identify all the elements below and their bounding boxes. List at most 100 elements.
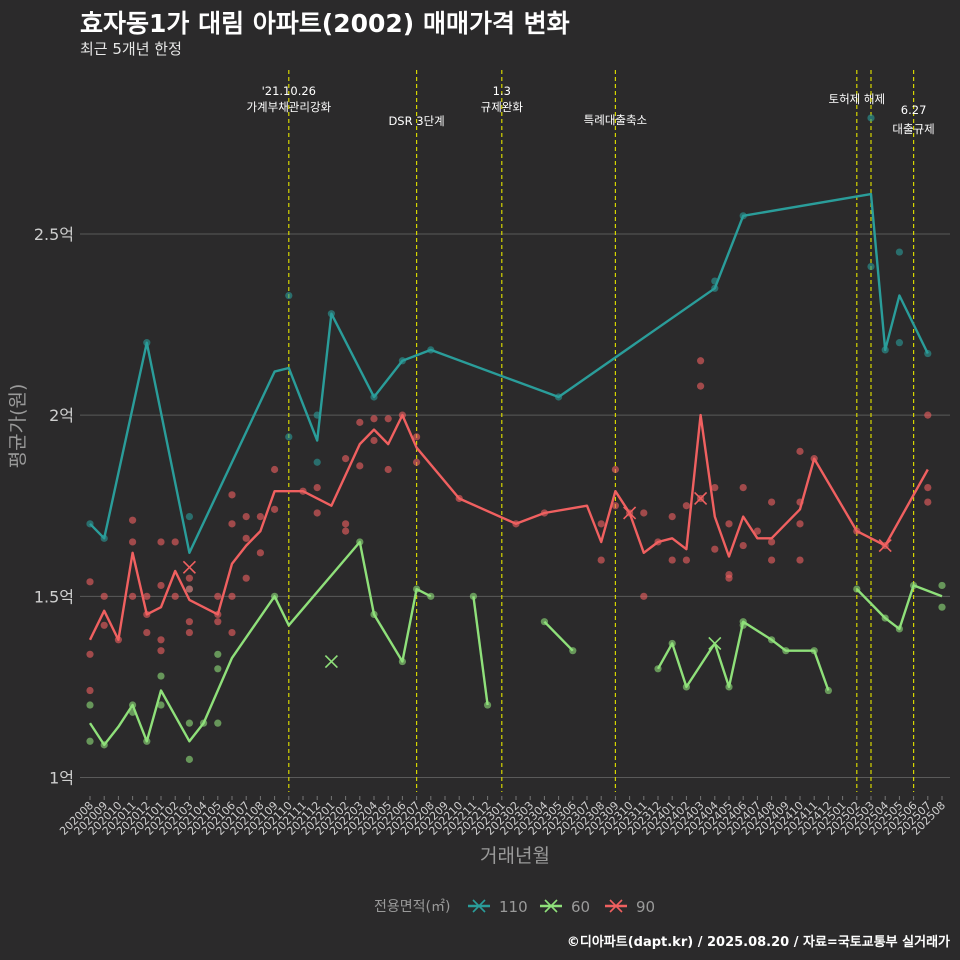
data-point	[753, 527, 762, 535]
data-point	[768, 556, 776, 564]
data-point	[313, 484, 321, 492]
data-point	[228, 628, 236, 637]
data-point	[924, 498, 932, 506]
data-point	[640, 592, 648, 600]
data-point	[342, 455, 350, 463]
data-point	[214, 592, 222, 600]
y-tick-label: 2.5억	[34, 225, 74, 244]
y-tick-label: 1억	[49, 769, 74, 788]
data-point	[185, 574, 193, 582]
event-label: 가계부채관리강화	[246, 100, 331, 114]
cross-marker	[623, 506, 637, 520]
data-point	[86, 701, 94, 709]
data-point	[739, 541, 747, 550]
data-point	[86, 650, 94, 658]
data-point	[356, 418, 364, 426]
legend-swatch-cross	[472, 899, 486, 913]
data-point	[725, 520, 733, 528]
data-point	[313, 458, 321, 466]
data-point	[768, 498, 776, 506]
data-point	[867, 262, 875, 271]
data-point	[597, 556, 605, 564]
legend-label: 110	[499, 898, 528, 916]
series-line	[656, 620, 830, 691]
source-footer: ©디아파트(dapt.kr) / 2025.08.20 / 자료=국토교통부 실…	[566, 935, 950, 950]
data-point	[938, 603, 946, 611]
data-point	[86, 686, 94, 695]
data-point	[171, 538, 179, 546]
x-axis-title: 거래년월	[480, 845, 550, 867]
event-label: 규제완화	[481, 100, 524, 114]
data-point	[924, 484, 932, 492]
series-line	[88, 540, 432, 747]
event-label: 6.27	[901, 103, 927, 117]
data-point	[129, 516, 137, 524]
data-point	[86, 578, 94, 586]
y-axis-title: 평균가(원)	[7, 384, 29, 469]
data-point	[157, 636, 165, 644]
series-line	[89, 192, 929, 554]
series-60	[86, 538, 946, 763]
data-point	[242, 534, 250, 542]
series-line	[855, 584, 943, 631]
data-point	[143, 628, 151, 637]
data-point	[185, 618, 193, 626]
legend-label: 90	[636, 898, 655, 916]
series-line	[472, 596, 489, 706]
cross-marker	[694, 491, 708, 506]
legend: 전용면적(㎡) 110 60 90	[374, 898, 655, 916]
data-point	[384, 415, 392, 423]
data-point	[725, 574, 733, 582]
data-point	[129, 592, 137, 600]
data-point	[370, 415, 378, 423]
data-point	[143, 592, 151, 600]
series-line	[88, 413, 929, 641]
event-label: 대출규제	[892, 122, 934, 136]
series-line	[543, 620, 574, 652]
data-point	[129, 538, 137, 546]
data-point	[796, 447, 804, 455]
y-tick-label: 1.5억	[34, 587, 74, 606]
data-point	[768, 538, 776, 546]
legend-swatch-cross	[609, 899, 623, 913]
data-point	[157, 672, 165, 680]
data-point	[370, 436, 378, 445]
data-point	[484, 701, 492, 709]
data-point	[413, 458, 421, 466]
data-point	[185, 512, 193, 521]
legend-swatch-cross	[544, 899, 558, 913]
data-point	[242, 512, 250, 521]
series-110	[86, 114, 932, 593]
data-point	[611, 465, 620, 474]
data-point	[413, 433, 421, 441]
series-90	[86, 357, 932, 695]
legend-title: 전용면적(㎡)	[374, 899, 450, 915]
data-point	[86, 737, 94, 745]
data-point	[100, 621, 108, 629]
data-point	[228, 491, 236, 499]
data-point	[214, 618, 222, 626]
data-point	[157, 538, 165, 546]
data-point	[895, 248, 904, 256]
data-point	[313, 509, 321, 517]
data-point	[157, 701, 165, 709]
chart-subtitle: 최근 5개년 한정	[80, 40, 182, 58]
data-point	[271, 505, 279, 513]
data-point	[682, 556, 691, 564]
y-tick-label: 2억	[49, 406, 74, 425]
data-point	[867, 114, 875, 122]
cross-marker	[182, 560, 196, 574]
data-point	[214, 719, 222, 727]
cross-marker	[708, 636, 722, 650]
data-point	[185, 719, 193, 727]
data-point	[157, 647, 165, 655]
data-point	[285, 291, 293, 300]
data-point	[171, 592, 179, 600]
data-point	[185, 628, 193, 637]
chart-title: 효자동1가 대림 아파트(2002) 매매가격 변화	[80, 9, 570, 38]
data-point	[938, 581, 946, 590]
data-point	[796, 556, 804, 564]
data-point	[356, 462, 364, 470]
data-point	[895, 339, 904, 347]
